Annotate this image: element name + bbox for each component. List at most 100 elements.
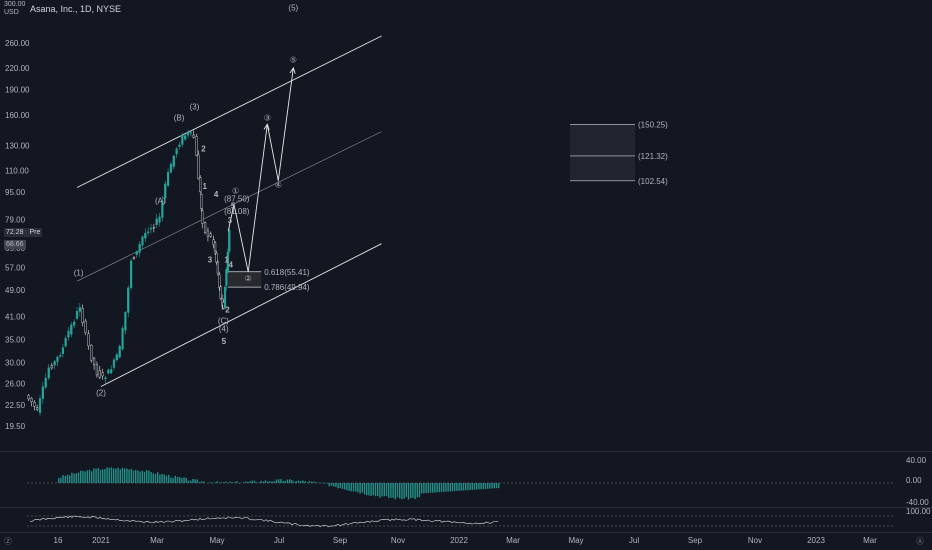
oscillator-bar [491,483,493,489]
wave-label: 4 [228,261,233,270]
oscillator-bar [359,483,361,494]
oscillator-bar [341,483,344,489]
candle-body [118,346,121,358]
oscillator-bar [346,483,348,491]
oscillator-bar [176,476,179,483]
candle-body [175,148,178,155]
price-tick-label: 49.00 [5,286,26,295]
oscillator-bar [174,475,176,483]
oscillator-bar [249,481,251,483]
oscillator-bar [216,481,218,483]
candle-body [129,260,133,288]
oscillator-bar [493,483,495,489]
candle-body [135,251,138,255]
oscillator-bar [385,483,388,497]
price-tick-label: 160.00 [5,111,30,120]
oscillator-bar [154,473,157,483]
oscillator-bar [135,469,137,483]
oscillator-bar [220,482,223,483]
oscillator-bar [482,483,484,490]
price-tick-label: 26.00 [5,380,26,389]
oscillator-bar [495,483,498,489]
oscillator-bar [245,481,247,483]
wave-label: ① [232,187,239,196]
oscillator-bar [379,483,381,498]
candle-body [149,228,153,230]
oscillator-bar [146,470,148,483]
oscillator-bar [264,480,267,483]
time-tick-label: Nov [391,536,405,545]
candle-body [172,155,175,167]
oscillator-bar [366,483,368,496]
projection-arrowhead [289,66,296,74]
oscillator-bar [302,480,304,483]
oscillator-bar [388,483,390,498]
oscillator-bar [416,483,418,498]
oscillator-bar [203,481,205,483]
oscillator-bar [201,481,203,483]
oscillator-bar [110,467,113,483]
zoom-icon[interactable]: Ⓩ [4,537,12,546]
oscillator-bar [280,479,282,483]
oscillator-bar [350,483,352,492]
target-level-label: (150.25) [638,120,668,129]
candle-body [152,227,155,229]
oscillator-bar [152,473,154,483]
oscillator-bar [185,477,187,483]
oscillator-tick-label: 0.00 [906,476,922,485]
oscillator-bar [247,481,249,483]
oscillator-bar [293,481,295,483]
time-tick-label: Sep [333,536,348,545]
oscillator-bar [108,467,110,483]
oscillator-bar [150,471,152,483]
candle-body [223,286,227,309]
candle-body [44,377,47,388]
oscillator-bar [286,479,289,483]
oscillator-bar [242,482,245,483]
wave-label: (4) [219,324,229,333]
oscillator-bar [236,481,238,483]
oscillator-bar [403,483,405,499]
wave-label: 2 [225,306,230,315]
auto-scale-icon[interactable]: Ⓐ [916,537,924,546]
candle-body [38,398,42,413]
oscillator-bar [432,483,434,493]
oscillator-bar [498,483,500,489]
time-tick-label: 16 [54,536,63,545]
pane-separator-rsi[interactable] [0,507,932,508]
candle-body [138,244,141,253]
oscillator-bar [447,483,449,492]
time-tick-label: 2021 [92,536,110,545]
candle-body [33,402,36,407]
oscillator-bar [132,470,135,483]
candle-body [189,132,192,134]
oscillator-bar [97,468,99,483]
wave-label: (1) [74,269,84,278]
oscillator-bar [99,469,102,483]
oscillator-bar [273,481,275,483]
oscillator-bar [381,483,383,497]
oscillator-bar [128,469,130,483]
oscillator-bar [454,483,456,492]
oscillator-bar [77,472,80,483]
candle-body [70,324,73,335]
oscillator-bar [392,483,394,498]
candle-body [228,230,231,252]
wave-label: (5) [288,3,298,12]
candle-body [115,354,118,361]
oscillator-bar [225,481,227,483]
oscillator-bar [311,481,313,483]
candle-body [87,333,90,347]
candle-body [124,312,127,331]
pane-separator-oscillator[interactable] [0,451,932,452]
oscillator-bar [436,483,438,493]
oscillator-bar [95,468,97,483]
price-tick-label: 95.00 [5,188,26,197]
oscillator-bar [418,483,421,498]
oscillator-bar [473,483,476,490]
oscillator-bar [278,479,280,483]
candle-body [226,251,229,273]
oscillator-bar [425,483,427,494]
oscillator-bar [69,475,71,483]
